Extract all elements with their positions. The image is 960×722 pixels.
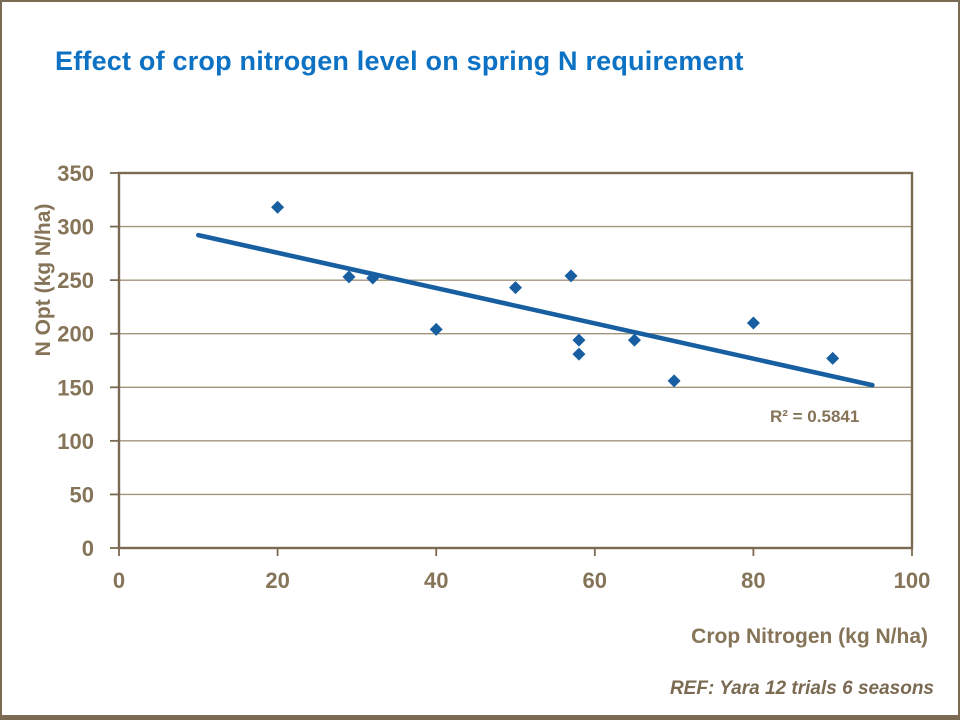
data-point [572, 347, 586, 361]
data-point [366, 271, 380, 285]
data-point [509, 281, 522, 295]
plot-border [117, 171, 914, 550]
data-point [746, 316, 760, 330]
x-tick-label: 20 [265, 568, 289, 593]
x-tick-label: 0 [113, 568, 125, 593]
y-tick-label: 300 [57, 215, 94, 240]
data-point [564, 269, 578, 283]
data-point [627, 333, 641, 347]
x-tick-label: 80 [741, 568, 765, 593]
y-tick-label: 150 [57, 375, 94, 400]
data-point [429, 322, 443, 336]
x-tick-label: 60 [583, 568, 607, 593]
y-axis-title: N Opt (kg N/ha) [32, 203, 55, 357]
y-tick-label: 50 [70, 482, 94, 507]
y-tick-label: 350 [57, 161, 94, 186]
page-title: Effect of crop nitrogen level on spring … [55, 46, 744, 76]
trendline [196, 232, 875, 388]
y-tick-label: 0 [82, 536, 94, 561]
y-tick-label: 200 [57, 322, 94, 347]
data-point [667, 374, 681, 388]
y-tick-label: 100 [57, 429, 94, 454]
data-point [826, 351, 840, 365]
y-tick-label: 250 [57, 268, 94, 293]
data-point [342, 270, 356, 284]
reference-note: REF: Yara 12 trials 6 seasons [669, 678, 934, 699]
data-point [271, 200, 285, 214]
data-point [572, 333, 586, 347]
x-tick-label: 40 [424, 568, 448, 593]
x-tick-label: 100 [894, 568, 931, 593]
x-axis-title: Crop Nitrogen (kg N/ha) [691, 625, 928, 648]
r2-annotation: R² = 0.5841 [770, 407, 859, 426]
